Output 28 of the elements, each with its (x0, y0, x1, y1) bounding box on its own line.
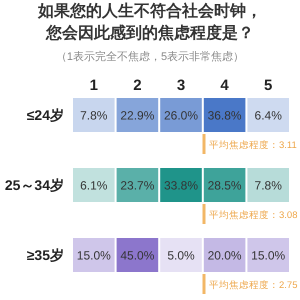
data-label: 33.8% (164, 178, 198, 192)
data-label: 7.8% (80, 108, 108, 122)
data-label: 22.9% (120, 108, 155, 122)
data-label: 36.8% (208, 108, 242, 122)
x-tick-label: 5 (264, 77, 272, 94)
y-tick-label: ≥35岁 (26, 247, 64, 263)
data-label: 45.0% (120, 248, 155, 262)
x-tick-label: 3 (176, 77, 186, 94)
annotation: 平均焦虑程度：2.75 (209, 279, 298, 291)
data-label: 28.5% (208, 178, 242, 192)
data-label: 7.8% (254, 178, 282, 192)
annotation: 平均焦虑程度：3.11 (209, 139, 297, 151)
data-label: 15.0% (251, 248, 286, 262)
annotation: 平均焦虑程度：3.08 (209, 209, 298, 221)
chart-subtitle: （1表示完全不焦虑，5表示非常焦虑） (56, 50, 244, 63)
y-tick-label: ≤24岁 (26, 107, 64, 123)
data-label: 6.1% (80, 178, 108, 192)
data-label: 20.0% (208, 248, 242, 262)
data-label: 6.4% (254, 108, 282, 122)
data-label: 15.0% (76, 248, 112, 262)
x-tick-label: 2 (133, 77, 142, 94)
x-tick-label: 1 (90, 77, 98, 94)
chart-title: 如果您的人生不符合社会时钟，您会因此感到的焦虑程度是？ (37, 2, 262, 42)
data-label: 26.0% (164, 108, 198, 122)
data-label: 5.0% (167, 248, 195, 262)
y-tick-label: 25～34岁 (4, 177, 64, 193)
data-label: 23.7% (120, 178, 155, 192)
x-tick-label: 4 (220, 77, 230, 94)
